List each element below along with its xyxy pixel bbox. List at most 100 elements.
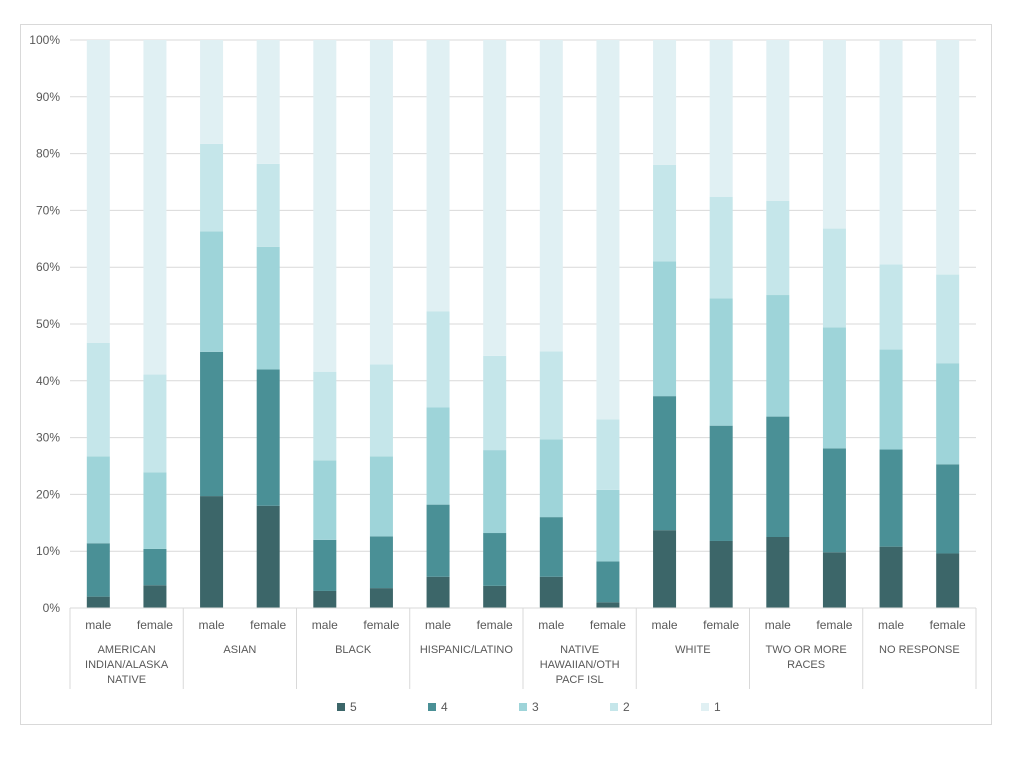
y-tick-label: 60% [36, 260, 60, 274]
bar-segment-5 [539, 576, 563, 608]
bar-segment-4 [596, 561, 620, 603]
group-label: NATIVE [560, 644, 599, 656]
category-label: female [816, 618, 852, 632]
chart-frame: male female AMERICAN INDIAN/ALASKA NATIVE mal… [20, 24, 992, 725]
bar-segment-1 [86, 40, 110, 343]
bar-segment-3 [483, 450, 507, 534]
bar-segment-4 [483, 533, 507, 586]
bar-segment-5 [200, 496, 224, 608]
bar-segment-4 [86, 543, 110, 597]
bar-segment-1 [596, 40, 620, 420]
bar-segment-1 [822, 40, 846, 229]
legend-label: 1 [714, 700, 721, 714]
bar-segment-1 [200, 40, 224, 144]
bar-segment-4 [200, 351, 224, 497]
bar-segment-3 [256, 246, 280, 370]
category-label: male [425, 618, 451, 632]
bar-segment-5 [256, 505, 280, 608]
group-label: TWO OR MORE [765, 644, 846, 656]
bar-segment-3 [709, 298, 733, 426]
bar-segment-5 [766, 537, 790, 608]
bar-segment-4 [313, 539, 337, 591]
category-label: male [199, 618, 225, 632]
legend-label: 4 [441, 700, 448, 714]
group-label: BLACK [335, 644, 372, 656]
bar-segment-1 [313, 40, 337, 372]
bar-segment-5 [879, 546, 903, 608]
bar-segment-2 [313, 371, 337, 461]
bar-segment-5 [313, 590, 337, 608]
bar-segment-2 [483, 355, 507, 451]
group-label: RACES [787, 659, 825, 671]
bar-segment-2 [936, 274, 960, 364]
legend-label: 3 [532, 700, 539, 714]
bar-segment-2 [256, 163, 280, 247]
bar-segment-4 [936, 464, 960, 554]
category-label: male [765, 618, 791, 632]
bar-segment-5 [709, 540, 733, 608]
bar-segment-2 [369, 364, 393, 457]
bar-segment-1 [766, 40, 790, 201]
bar-segment-1 [369, 40, 393, 365]
category-label: male [878, 618, 904, 632]
bar-segment-4 [143, 548, 167, 586]
category-label: female [590, 618, 626, 632]
bar-segment-1 [539, 40, 563, 352]
bar-segment-3 [879, 349, 903, 450]
bar-segment-3 [766, 295, 790, 417]
category-label: male [312, 618, 338, 632]
y-tick-label: 70% [36, 203, 60, 217]
group-label: INDIAN/ALASKA [85, 659, 169, 671]
bar-segment-3 [426, 407, 450, 505]
legend-label: 5 [350, 700, 357, 714]
legend-swatch [610, 703, 618, 711]
group-label: NO RESPONSE [879, 644, 960, 656]
bar-segment-4 [369, 536, 393, 589]
bar-segment-2 [879, 264, 903, 350]
bars [86, 40, 960, 608]
bar-segment-4 [766, 416, 790, 537]
bar-segment-2 [766, 200, 790, 296]
group-label: HISPANIC/LATINO [420, 644, 514, 656]
bar-segment-5 [653, 530, 677, 608]
bar-segment-3 [539, 439, 563, 518]
bar-segment-4 [879, 449, 903, 547]
y-tick-label: 40% [36, 374, 60, 388]
bar-segment-2 [596, 419, 620, 490]
y-axis: 0% 10% 20% 30% 40% 50% 60% 70% 80% 90% 100% [29, 33, 60, 615]
y-tick-label: 50% [36, 317, 60, 331]
bar-segment-2 [539, 351, 563, 440]
bar-segment-4 [256, 369, 280, 506]
bar-segment-1 [936, 40, 960, 275]
y-tick-label: 100% [29, 33, 60, 47]
group-label: ASIAN [223, 644, 256, 656]
bar-segment-1 [879, 40, 903, 265]
bar-segment-3 [653, 261, 677, 397]
bar-segment-5 [426, 576, 450, 608]
category-label: male [85, 618, 111, 632]
x-axis: male female AMERICAN INDIAN/ALASKA NATIVE mal… [69, 607, 977, 689]
bar-segment-3 [200, 231, 224, 352]
y-tick-label: 10% [36, 544, 60, 558]
category-label: female [363, 618, 399, 632]
bar-segment-4 [822, 448, 846, 553]
group-label: NATIVE [107, 674, 146, 686]
bar-segment-4 [426, 504, 450, 577]
category-label: female [703, 618, 739, 632]
bar-segment-2 [200, 143, 224, 232]
bar-segment-4 [539, 517, 563, 577]
bar-segment-2 [709, 196, 733, 299]
bar-segment-1 [709, 40, 733, 197]
bar-segment-3 [86, 456, 110, 544]
bar-segment-1 [483, 40, 507, 356]
bar-segment-2 [143, 374, 167, 473]
bar-segment-3 [313, 460, 337, 540]
bar-segment-2 [426, 311, 450, 408]
bar-segment-2 [653, 164, 677, 262]
bar-segment-3 [143, 472, 167, 549]
group-label: AMERICAN [98, 644, 156, 656]
bar-segment-1 [426, 40, 450, 312]
bar-segment-5 [369, 588, 393, 608]
bar-segment-4 [653, 396, 677, 531]
bar-segment-4 [709, 425, 733, 541]
